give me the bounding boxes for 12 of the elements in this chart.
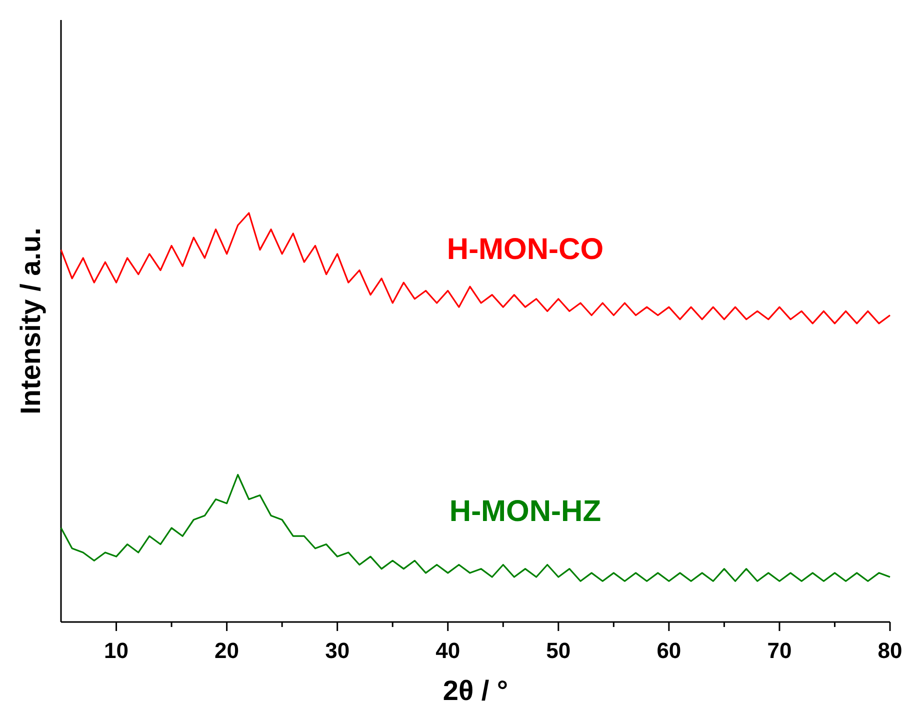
y-axis-title: Intensity / a.u. (15, 228, 46, 414)
x-tick-label: 30 (325, 638, 350, 663)
x-tick-label: 80 (878, 638, 902, 663)
x-tick-label: 50 (546, 638, 571, 663)
x-tick-label: 20 (214, 638, 240, 663)
x-tick-label: 60 (656, 638, 682, 663)
x-tick-label: 10 (104, 638, 129, 663)
x-tick-label: 40 (436, 638, 460, 663)
series-label: H-MON-HZ (449, 494, 602, 528)
x-tick-label: 70 (767, 638, 792, 663)
series-label: H-MON-CO (446, 233, 604, 266)
x-axis-title: 2θ / ° (442, 675, 508, 706)
